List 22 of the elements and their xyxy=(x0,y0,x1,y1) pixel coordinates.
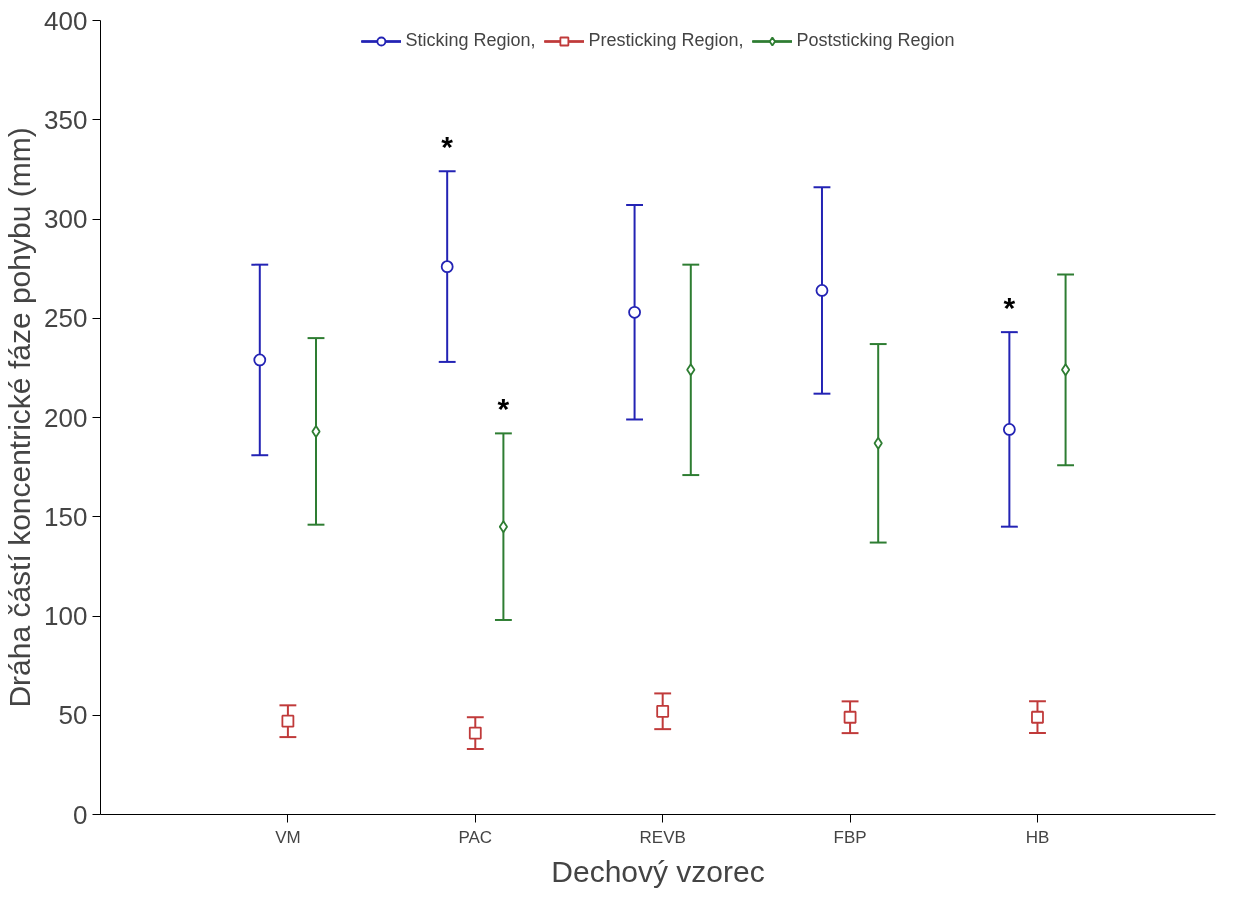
y-tick-label: 150 xyxy=(44,501,88,532)
annotation: * xyxy=(441,130,454,164)
y-tick-label: 50 xyxy=(58,700,88,731)
y-tick-label: 250 xyxy=(44,303,88,334)
x-tick-label: PAC xyxy=(458,827,493,847)
y-tick-label: 200 xyxy=(44,402,88,433)
y-tick-label: 300 xyxy=(44,204,88,234)
x-tick-label: FBP xyxy=(833,827,867,847)
y-tick-label: 400 xyxy=(44,5,88,36)
x-tick-label: VM xyxy=(275,827,301,847)
legend-label: Sticking Region, xyxy=(405,30,536,51)
annotation: * xyxy=(1003,291,1016,325)
annotation: * xyxy=(497,392,510,426)
y-tick-label: 0 xyxy=(73,799,88,830)
legend-label: Poststicking Region xyxy=(796,30,955,51)
x-tick-label: HB xyxy=(1025,827,1050,847)
y-tick-label: 100 xyxy=(44,601,88,631)
legend-label: Presticking Region, xyxy=(588,30,744,51)
x-tick-label: REVB xyxy=(639,827,686,847)
y-axis-title: Dráha částí koncentrické fáze pohybu (mm) xyxy=(3,127,37,708)
x-axis-title: Dechový vzorec xyxy=(551,854,765,888)
y-tick-label: 350 xyxy=(44,104,88,135)
